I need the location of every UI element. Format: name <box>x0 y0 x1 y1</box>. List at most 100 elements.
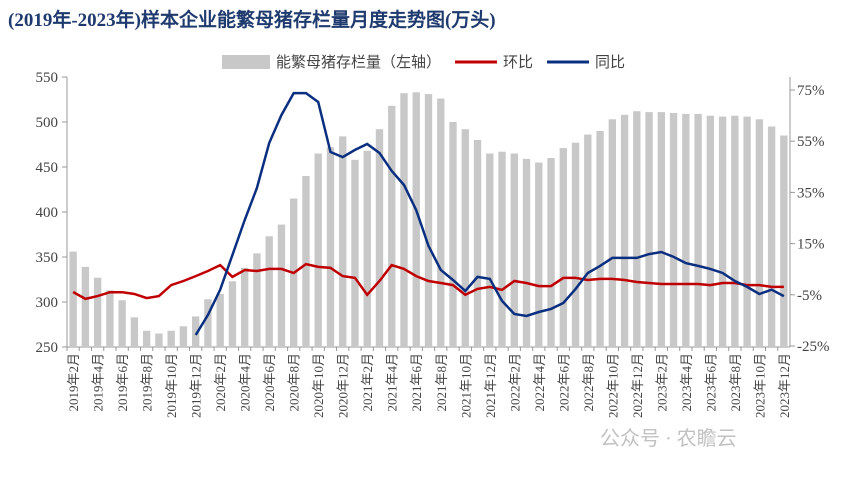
bar <box>155 333 163 347</box>
legend-label: 环比 <box>503 54 533 71</box>
x-tick-label: 2022年4月 <box>532 353 547 412</box>
bar <box>510 153 518 347</box>
x-tick-label: 2019年10月 <box>164 353 179 418</box>
y-tick-label: 400 <box>36 205 59 221</box>
x-tick-label: 2022年6月 <box>556 353 571 412</box>
bar <box>314 153 322 347</box>
bar <box>461 129 469 347</box>
bar <box>743 116 751 347</box>
bar <box>167 330 175 347</box>
legend-swatch <box>222 55 270 69</box>
bar <box>767 126 776 347</box>
bar <box>241 267 249 347</box>
bar <box>547 158 555 347</box>
y2-tick-label: 75% <box>797 83 825 99</box>
bar <box>682 113 690 348</box>
line <box>194 91 785 336</box>
x-tick-label: 2019年8月 <box>140 353 155 412</box>
y2-tick-label: -25% <box>797 339 830 355</box>
bar <box>780 135 788 347</box>
bar <box>204 299 212 347</box>
bar <box>706 115 715 347</box>
x-tick-label: 2020年8月 <box>287 353 302 412</box>
x-tick-label: 2019年2月 <box>66 353 81 412</box>
y2-tick-label: 55% <box>797 134 825 150</box>
bar <box>571 142 580 347</box>
x-tick-label: 2019年4月 <box>91 353 106 412</box>
x-tick-label: 2021年6月 <box>409 353 424 412</box>
x-tick-label: 2020年6月 <box>262 353 277 412</box>
bar <box>584 134 592 347</box>
x-tick-label: 2019年6月 <box>115 353 130 412</box>
y-tick-label: 500 <box>36 115 59 131</box>
x-tick-label: 2023年4月 <box>679 353 694 412</box>
legend-label: 能繁母猪存栏量（左轴） <box>276 54 441 71</box>
bar <box>106 290 114 347</box>
y-tick-label: 550 <box>36 70 59 86</box>
x-tick-label: 2020年12月 <box>336 353 351 418</box>
x-tick-label: 2020年4月 <box>238 353 253 412</box>
y2-tick-label: -5% <box>797 288 822 304</box>
bar <box>449 122 457 347</box>
line <box>72 262 784 301</box>
bar <box>522 158 531 347</box>
y-tick-label: 300 <box>36 295 59 311</box>
bar <box>645 112 653 347</box>
bar <box>412 92 420 347</box>
y2-tick-label: 35% <box>797 185 825 201</box>
bar <box>731 115 739 347</box>
legend-label: 同比 <box>595 54 625 71</box>
bar <box>388 105 396 347</box>
bar <box>69 251 77 347</box>
bar <box>437 98 445 347</box>
y2-tick-label: 15% <box>797 237 825 253</box>
bar <box>608 119 616 347</box>
x-tick-label: 2022年2月 <box>507 353 522 412</box>
bar <box>228 281 237 347</box>
bar <box>694 113 702 348</box>
bar <box>657 112 666 347</box>
x-tick-label: 2020年10月 <box>311 353 326 418</box>
bar <box>118 300 126 347</box>
bar <box>339 136 347 347</box>
bar <box>535 162 543 347</box>
bar <box>375 129 384 347</box>
bar <box>486 153 494 347</box>
bar <box>253 253 261 347</box>
bar <box>596 131 604 347</box>
bar <box>620 114 629 347</box>
bar <box>179 326 188 347</box>
x-tick-label: 2021年4月 <box>385 353 400 412</box>
x-tick-label: 2019年12月 <box>189 353 204 418</box>
bar <box>559 148 567 347</box>
bar <box>130 317 139 347</box>
x-tick-label: 2020年2月 <box>213 353 228 412</box>
bar <box>142 330 151 347</box>
x-tick-label: 2022年8月 <box>581 353 596 412</box>
x-tick-label: 2023年2月 <box>654 353 669 412</box>
x-tick-label: 2023年6月 <box>703 353 718 412</box>
bar <box>216 293 224 347</box>
bar <box>191 316 200 347</box>
x-tick-label: 2021年8月 <box>434 353 449 412</box>
chart-title: (2019年-2023年)样本企业能繁母猪存栏量月度走势图(万头) <box>8 8 496 31</box>
x-tick-label: 2021年10月 <box>458 353 473 418</box>
y-tick-label: 250 <box>36 340 59 356</box>
bar <box>424 94 433 347</box>
bar <box>277 224 286 347</box>
x-tick-label: 2022年12月 <box>630 353 645 418</box>
bar <box>718 116 727 347</box>
bar <box>351 159 359 347</box>
x-tick-label: 2021年2月 <box>360 353 375 412</box>
x-tick-label: 2023年12月 <box>777 353 792 418</box>
bar <box>498 151 506 347</box>
bar <box>326 147 335 347</box>
x-tick-label: 2022年10月 <box>605 353 620 418</box>
bar <box>400 93 408 347</box>
bar <box>633 111 641 347</box>
y-tick-label: 350 <box>36 250 59 266</box>
bar <box>265 236 273 347</box>
x-tick-label: 2023年10月 <box>752 353 767 418</box>
bar <box>81 266 90 347</box>
